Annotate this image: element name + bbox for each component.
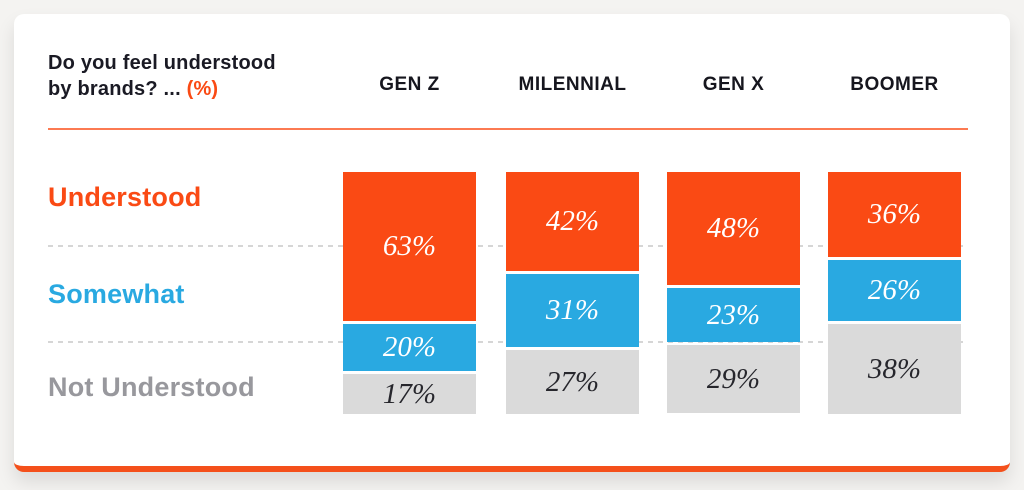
chart-title-line2: by brands? ... — [48, 78, 181, 100]
bar-column-boomer: 36% 26% 38% — [828, 172, 961, 414]
header-divider-line — [48, 128, 968, 130]
bar-segment-value: 17% — [382, 377, 437, 410]
row-label-somewhat: Somewhat — [48, 279, 185, 309]
column-header-milennial: MILENNIAL — [518, 74, 627, 95]
bar-column-gen-x: 48% 23% 29% — [667, 172, 800, 413]
bar-column-milennial: 42% 31% 27% — [506, 172, 639, 414]
bar-segment-value: 29% — [706, 362, 761, 395]
chart-card: Do you feel understood by brands? ... (%… — [14, 14, 1010, 472]
bar-segment-understood: 42% — [506, 172, 639, 271]
bar-segment-somewhat: 26% — [828, 260, 961, 321]
column-header-gen-z: GEN Z — [379, 74, 440, 95]
row-label-understood: Understood — [48, 182, 202, 212]
chart-title-line1: Do you feel understood — [48, 52, 276, 74]
bar-segment-value: 42% — [545, 205, 600, 237]
bar-segment-not-understood: 29% — [667, 345, 800, 413]
bar-segment-value: 23% — [706, 298, 761, 331]
bar-segment-not-understood: 38% — [828, 324, 961, 414]
column-header-gen-x: GEN X — [702, 74, 765, 95]
bar-segment-somewhat: 23% — [667, 288, 800, 342]
column-header-boomer: BOOMER — [850, 74, 939, 95]
bar-segment-understood: 48% — [667, 172, 800, 285]
chart-title: Do you feel understood by brands? ... (%… — [48, 50, 276, 102]
bar-segment-value: 20% — [382, 331, 437, 363]
bar-segment-value: 38% — [867, 352, 922, 385]
bar-column-gen-z: 63% 20% 17% — [343, 172, 476, 414]
bar-segment-value: 31% — [545, 294, 600, 326]
bar-segment-value: 26% — [867, 274, 922, 306]
bar-segment-not-understood: 17% — [343, 374, 476, 414]
chart-title-unit: (%) — [186, 78, 219, 100]
bar-segment-value: 36% — [867, 198, 922, 230]
bar-segment-not-understood: 27% — [506, 350, 639, 414]
bar-segment-value: 48% — [706, 212, 761, 244]
bar-segment-somewhat: 31% — [506, 274, 639, 347]
row-label-not-understood: Not Understood — [48, 372, 255, 402]
bar-segment-value: 63% — [382, 230, 437, 262]
bar-segment-understood: 36% — [828, 172, 961, 257]
bar-segment-value: 27% — [545, 365, 600, 398]
bar-segment-somewhat: 20% — [343, 324, 476, 371]
bar-segment-understood: 63% — [343, 172, 476, 321]
